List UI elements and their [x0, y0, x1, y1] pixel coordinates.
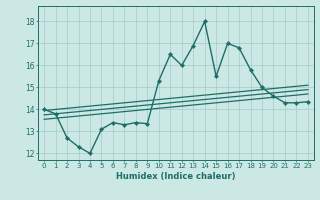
- X-axis label: Humidex (Indice chaleur): Humidex (Indice chaleur): [116, 172, 236, 181]
